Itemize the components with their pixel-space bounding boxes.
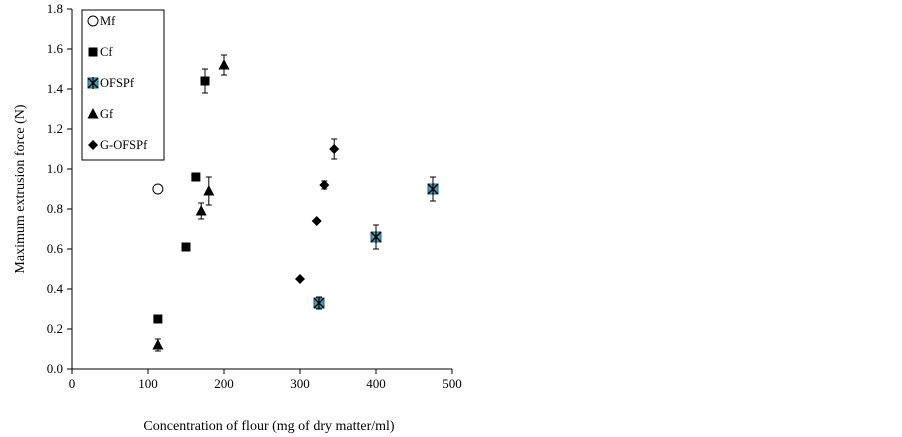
axes	[71, 9, 452, 370]
point-cf	[200, 76, 210, 86]
legend-label-mf: Mf	[100, 14, 116, 28]
legend-marker-gf	[87, 108, 99, 119]
x-tick-label: 400	[366, 376, 386, 391]
x-tick-label: 0	[69, 376, 76, 391]
y-tick-label: 0.4	[47, 281, 64, 296]
legend-marker-g-ofspf	[88, 140, 98, 150]
point-gf	[218, 59, 230, 70]
point-cf	[153, 314, 163, 324]
y-tick-label: 1.4	[47, 81, 64, 96]
point-g-ofspf	[329, 144, 340, 154]
point-cf	[191, 172, 201, 182]
y-tick-label: 1.0	[47, 161, 63, 176]
legend-label-cf: Cf	[100, 45, 113, 59]
point-mf	[152, 183, 164, 195]
y-tick-label: 1.6	[47, 41, 64, 56]
y-axis-title: Maximum extrusion force (N)	[13, 104, 28, 273]
y-tick-label: 0.2	[47, 321, 63, 336]
legend-marker-ofspf	[87, 77, 99, 89]
point-ofspf	[313, 297, 325, 309]
x-tick-label: 300	[290, 376, 310, 391]
legend-marker-cf	[88, 47, 98, 57]
legend: Mf Cf OFSPf Gf G-OFSPf	[81, 9, 165, 161]
axis-ticks: 0 100 200 300 400 500 0.0 0.2 0.4 0.6 0.8 1.0 1.2 1.4…	[47, 1, 462, 391]
legend-marker-mf	[87, 15, 99, 27]
legend-label-gf: Gf	[100, 107, 114, 121]
x-axis-title: Concentration of flour (mg of dry matter…	[143, 419, 394, 434]
point-gf	[203, 185, 215, 196]
x-tick-label: 200	[214, 376, 234, 391]
legend-label-ofspf: OFSPf	[100, 76, 135, 90]
y-tick-label: 0.8	[47, 201, 63, 216]
y-tick-label: 0.0	[47, 361, 63, 376]
point-g-ofspf	[295, 274, 305, 284]
point-g-ofspf	[319, 180, 330, 190]
point-cf	[181, 242, 191, 252]
y-tick-label: 1.8	[47, 1, 63, 16]
point-g-ofspf	[311, 216, 322, 226]
point-ofspf	[427, 183, 439, 195]
data-marks	[152, 54, 439, 352]
x-tick-label: 500	[442, 376, 462, 391]
point-gf	[152, 339, 164, 350]
x-tick-label: 100	[138, 376, 158, 391]
legend-label-g-ofspf: G-OFSPf	[100, 138, 148, 152]
y-tick-label: 0.6	[47, 241, 64, 256]
y-tick-label: 1.2	[47, 121, 63, 136]
point-gf	[195, 205, 207, 216]
point-ofspf	[370, 231, 382, 243]
